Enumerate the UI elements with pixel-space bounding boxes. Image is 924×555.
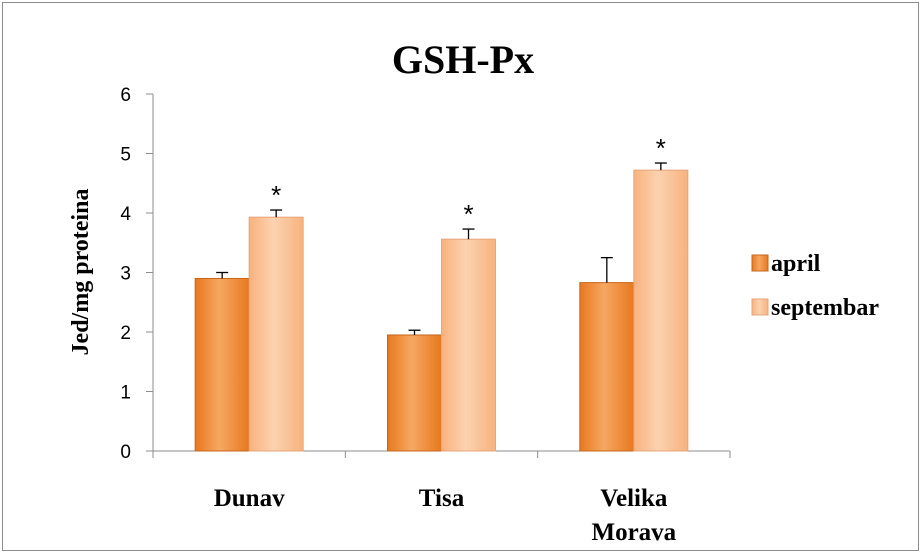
legend: april septembar bbox=[751, 251, 879, 321]
y-tick-label: 4 bbox=[120, 204, 131, 225]
y-tick-label: 6 bbox=[120, 85, 131, 106]
axes: 0 1 2 3 4 5 6 Dunav Tisa Velika Morava bbox=[120, 85, 731, 546]
bar-april-2 bbox=[579, 282, 635, 452]
x-tick-label: Tisa bbox=[419, 485, 465, 512]
y-tick-label: 5 bbox=[120, 145, 131, 166]
y-axis-label: Jed/mg proteina bbox=[68, 189, 94, 356]
legend-label-septembar: septembar bbox=[771, 295, 879, 321]
significance-label: * bbox=[656, 133, 666, 163]
bar-septembar-2 bbox=[633, 169, 689, 452]
y-tick-label: 2 bbox=[120, 323, 131, 344]
y-tick-label: 3 bbox=[120, 264, 131, 285]
y-tick-label: 0 bbox=[120, 442, 131, 463]
bars: * * * bbox=[194, 133, 689, 452]
x-tick-label: Morava bbox=[591, 519, 676, 546]
bar-septembar-1 bbox=[441, 238, 496, 452]
legend-swatch-april bbox=[751, 254, 769, 272]
y-tick-label: 1 bbox=[120, 383, 131, 404]
legend-swatch-septembar bbox=[751, 298, 769, 316]
bar-april-1 bbox=[387, 334, 442, 452]
x-tick-label: Dunav bbox=[214, 485, 285, 512]
x-tick-label: Velika bbox=[600, 485, 668, 512]
significance-label: * bbox=[271, 180, 281, 210]
legend-label-april: april bbox=[771, 251, 821, 277]
bar-april-0 bbox=[194, 277, 250, 452]
chart-title: GSH-Px bbox=[392, 37, 534, 82]
significance-label: * bbox=[463, 199, 473, 229]
bar-septembar-0 bbox=[248, 216, 304, 452]
